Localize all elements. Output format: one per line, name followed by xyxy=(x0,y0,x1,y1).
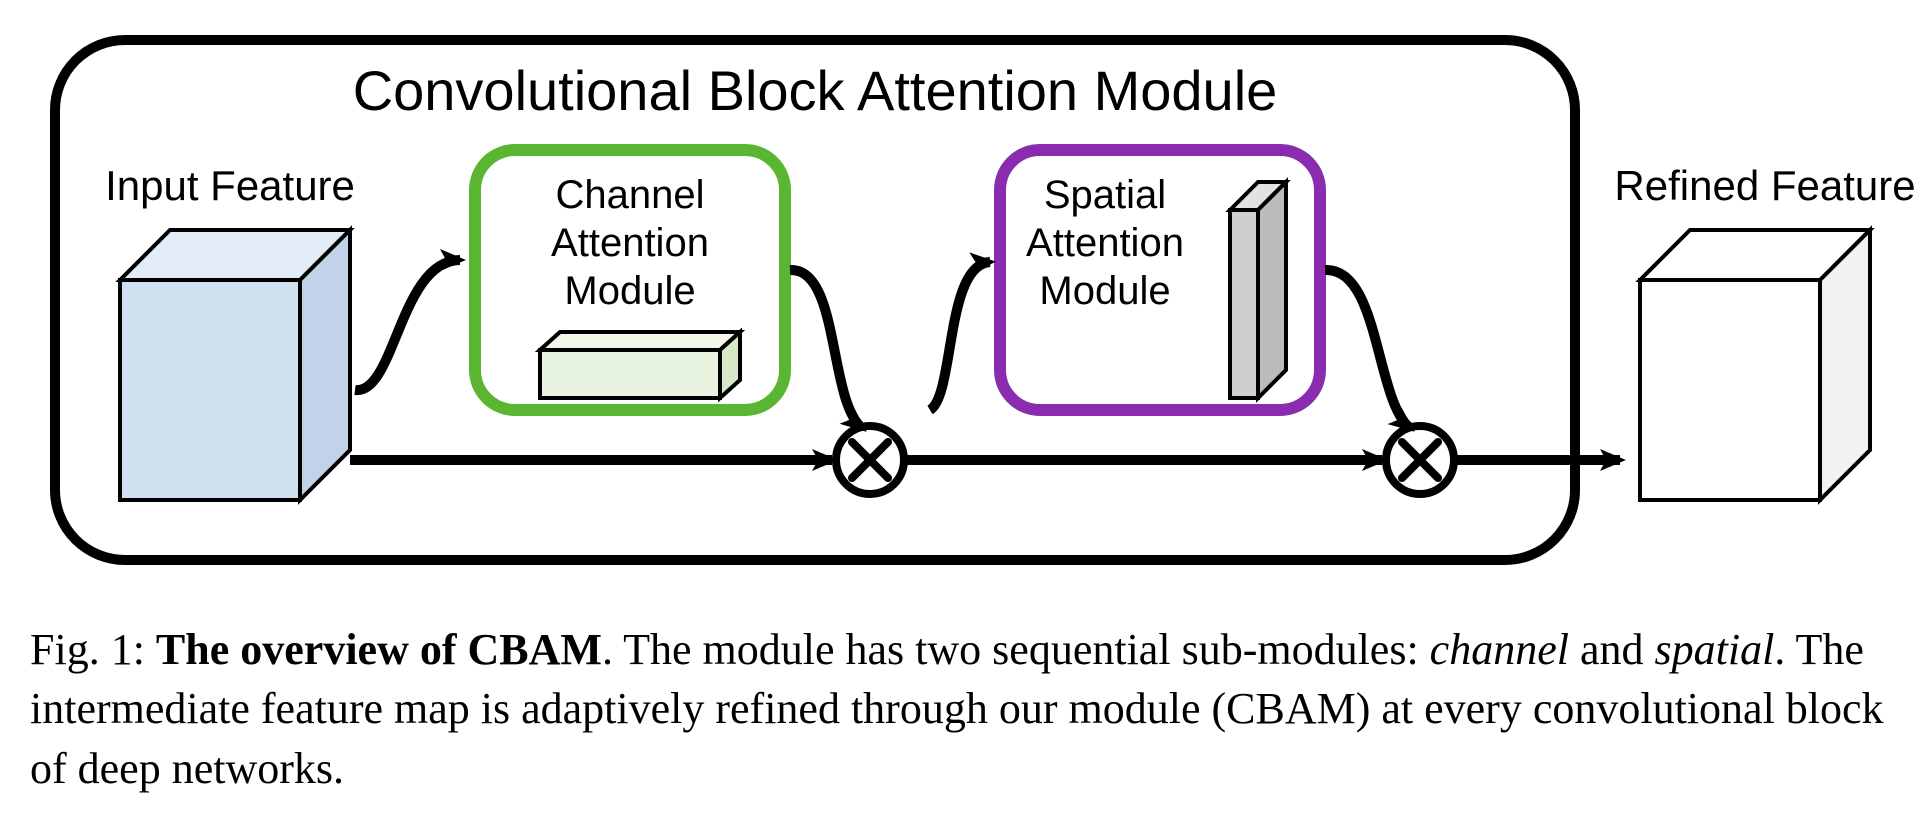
channel-label-1: Channel xyxy=(555,173,704,217)
spatial-attention-module: Spatial Attention Module xyxy=(1000,150,1320,410)
spatial-label-1: Spatial xyxy=(1044,173,1166,217)
multiply-op-2 xyxy=(1386,426,1454,494)
channel-label-3: Module xyxy=(564,269,695,313)
caption-after-bold: . The module has two sequential sub-modu… xyxy=(602,625,1430,674)
channel-label-2: Attention xyxy=(551,221,709,265)
spatial-label-3: Module xyxy=(1039,269,1170,313)
channel-block-shape xyxy=(540,332,740,398)
caption-mid: and xyxy=(1569,625,1655,674)
spatial-slab-shape xyxy=(1230,182,1286,398)
refined-feature-label: Refined Feature xyxy=(1614,162,1915,209)
channel-attention-module: Channel Attention Module xyxy=(475,150,785,410)
refined-feature-cube: Refined Feature xyxy=(1614,162,1915,500)
input-feature-label: Input Feature xyxy=(105,162,355,209)
diagram-title: Convolutional Block Attention Module xyxy=(353,59,1278,122)
caption-italic-spatial: spatial xyxy=(1655,625,1775,674)
figure-caption: Fig. 1: The overview of CBAM. The module… xyxy=(30,620,1892,798)
multiply-op-1 xyxy=(836,426,904,494)
cbam-diagram: Convolutional Block Attention Module Inp… xyxy=(0,0,1922,600)
spatial-label-2: Attention xyxy=(1026,221,1184,265)
caption-bold-title: The overview of CBAM xyxy=(156,625,602,674)
caption-italic-channel: channel xyxy=(1430,625,1569,674)
caption-fig-label: Fig. 1: xyxy=(30,625,156,674)
